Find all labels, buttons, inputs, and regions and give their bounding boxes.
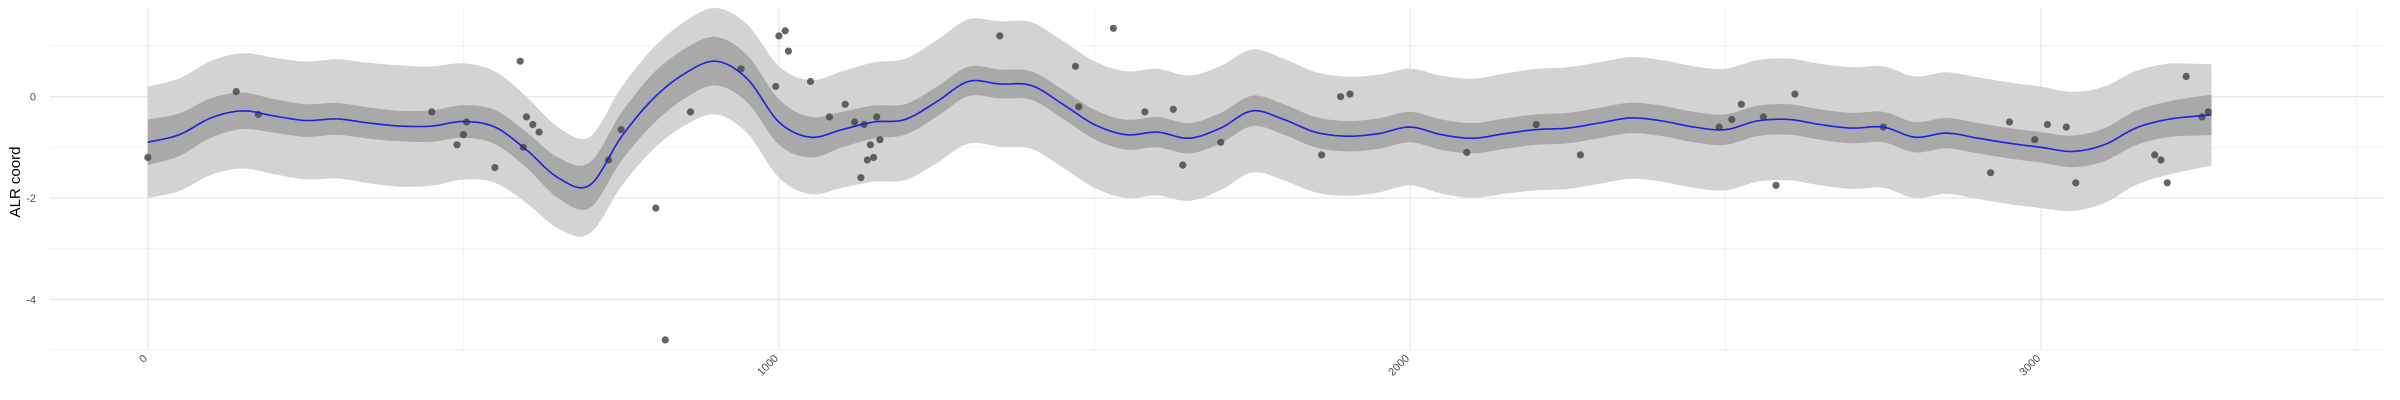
data-point xyxy=(806,77,815,86)
observed-points xyxy=(144,24,2212,344)
data-point xyxy=(1772,181,1780,189)
x-axis-tick-labels: 0 1000 2000 3000 xyxy=(137,353,2043,379)
data-point xyxy=(491,164,499,172)
data-point xyxy=(1179,161,1187,169)
data-point xyxy=(1169,105,1177,113)
data-point xyxy=(2005,118,2014,126)
data-point xyxy=(2151,151,2159,159)
data-point xyxy=(1532,120,1540,129)
data-point xyxy=(775,32,783,40)
data-point xyxy=(2062,123,2070,131)
y-tick-label: 0 xyxy=(30,92,36,104)
data-point xyxy=(2204,108,2212,116)
data-point xyxy=(1791,90,1799,98)
data-point xyxy=(1987,169,1995,177)
data-point xyxy=(2031,136,2039,144)
data-point xyxy=(870,153,878,162)
data-point xyxy=(1759,113,1767,121)
posterior-mean-line xyxy=(147,60,2212,189)
y-axis-tick-labels: -4 -2 0 xyxy=(26,92,36,307)
data-point xyxy=(2072,179,2080,187)
data-point xyxy=(784,47,793,55)
data-point xyxy=(686,108,695,116)
x-tick-label: 0 xyxy=(137,353,150,366)
data-point xyxy=(1217,138,1225,146)
data-point xyxy=(1075,103,1083,111)
data-point xyxy=(857,174,865,182)
x-tick-label: 3000 xyxy=(2017,353,2043,379)
data-point xyxy=(144,153,152,162)
y-tick-label: -2 xyxy=(26,193,36,205)
data-point xyxy=(996,32,1004,40)
inner-credible-band xyxy=(147,36,2212,210)
data-point xyxy=(2157,156,2165,164)
data-point xyxy=(781,27,789,35)
x-tick-label: 1000 xyxy=(755,353,781,379)
data-point xyxy=(876,136,884,144)
data-point xyxy=(232,88,240,96)
data-point xyxy=(529,120,537,129)
data-point xyxy=(863,156,871,164)
data-point xyxy=(522,113,531,121)
data-point xyxy=(851,118,859,126)
y-axis-title: ALR coord xyxy=(7,147,24,218)
data-point xyxy=(1318,151,1326,159)
data-point xyxy=(2043,120,2051,129)
data-point xyxy=(1337,93,1345,101)
data-point xyxy=(535,128,543,136)
data-point xyxy=(737,65,745,73)
data-point xyxy=(1141,108,1149,116)
data-point xyxy=(661,336,669,344)
data-point xyxy=(1728,115,1736,124)
data-point xyxy=(1463,148,1471,156)
data-point xyxy=(1576,151,1584,159)
data-point xyxy=(1715,123,1723,131)
data-point xyxy=(652,204,660,212)
data-point xyxy=(1109,24,1117,32)
data-point xyxy=(1346,90,1354,98)
y-tick-label: -4 xyxy=(26,294,36,306)
data-point xyxy=(772,82,780,91)
data-point xyxy=(516,57,524,65)
data-point xyxy=(2163,179,2171,187)
x-tick-label: 2000 xyxy=(1386,353,1412,379)
data-point xyxy=(617,126,625,134)
data-point xyxy=(1737,100,1745,108)
credible-bands xyxy=(147,8,2212,237)
data-point xyxy=(1071,62,1080,70)
data-point xyxy=(459,131,467,139)
data-point xyxy=(825,113,834,121)
data-point xyxy=(2198,113,2206,121)
data-point xyxy=(2182,72,2190,80)
data-point xyxy=(428,108,436,116)
data-point xyxy=(873,113,881,121)
data-point xyxy=(841,100,849,108)
data-point xyxy=(453,141,461,149)
data-point xyxy=(866,141,875,149)
